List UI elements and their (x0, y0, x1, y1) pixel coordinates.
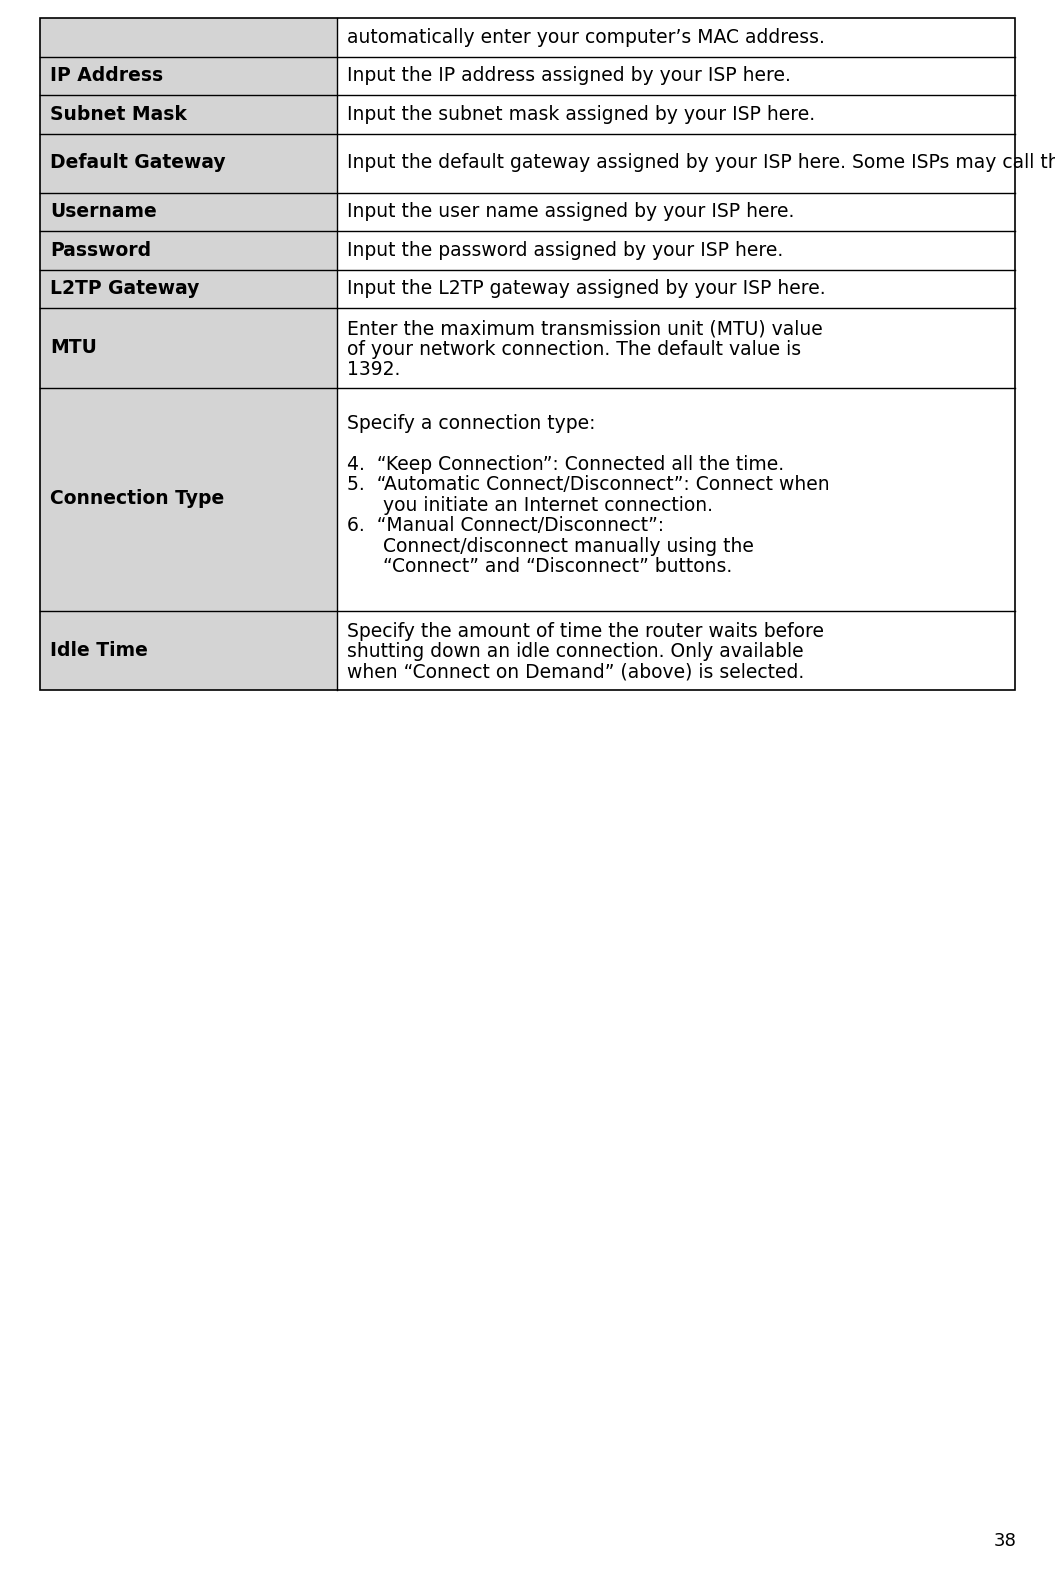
Text: Subnet Mask: Subnet Mask (50, 105, 187, 124)
Text: Username: Username (50, 203, 157, 222)
Text: shutting down an idle connection. Only available: shutting down an idle connection. Only a… (347, 641, 804, 662)
Text: automatically enter your computer’s MAC address.: automatically enter your computer’s MAC … (347, 28, 825, 47)
Text: 5.  “Automatic Connect/Disconnect”: Connect when: 5. “Automatic Connect/Disconnect”: Conne… (347, 475, 830, 495)
Text: Connection Type: Connection Type (50, 489, 225, 508)
Bar (40, 269, 338, 308)
Bar (338, 610, 1015, 690)
Bar (40, 388, 338, 610)
Bar (338, 134, 1015, 192)
Text: of your network connection. The default value is: of your network connection. The default … (347, 340, 802, 358)
Text: Input the password assigned by your ISP here.: Input the password assigned by your ISP … (347, 241, 784, 259)
Bar (40, 231, 338, 269)
Text: Specify a connection type:: Specify a connection type: (347, 413, 596, 432)
Text: 6.  “Manual Connect/Disconnect”:: 6. “Manual Connect/Disconnect”: (347, 517, 665, 536)
Text: Input the user name assigned by your ISP here.: Input the user name assigned by your ISP… (347, 203, 794, 222)
Text: 1392.: 1392. (347, 360, 401, 379)
Bar (40, 17, 1015, 690)
Text: L2TP Gateway: L2TP Gateway (50, 280, 199, 299)
Bar (338, 94, 1015, 134)
Text: Input the L2TP gateway assigned by your ISP here.: Input the L2TP gateway assigned by your … (347, 280, 826, 299)
Text: Enter the maximum transmission unit (MTU) value: Enter the maximum transmission unit (MTU… (347, 319, 823, 338)
Bar (338, 388, 1015, 610)
Text: Idle Time: Idle Time (50, 641, 148, 660)
Text: MTU: MTU (50, 338, 97, 357)
Text: Input the subnet mask assigned by your ISP here.: Input the subnet mask assigned by your I… (347, 105, 816, 124)
Bar (338, 192, 1015, 231)
Bar (338, 308, 1015, 388)
Text: Default Gateway: Default Gateway (50, 154, 226, 173)
Text: you initiate an Internet connection.: you initiate an Internet connection. (347, 495, 713, 516)
Text: when “Connect on Demand” (above) is selected.: when “Connect on Demand” (above) is sele… (347, 662, 805, 682)
Bar (40, 610, 338, 690)
Text: Input the default gateway assigned by your ISP here. Some ISPs may call this “De: Input the default gateway assigned by yo… (347, 154, 1055, 173)
Text: Password: Password (50, 241, 151, 259)
Text: IP Address: IP Address (50, 66, 164, 85)
Bar (40, 192, 338, 231)
Bar (40, 17, 338, 57)
Text: 4.  “Keep Connection”: Connected all the time.: 4. “Keep Connection”: Connected all the … (347, 454, 785, 473)
Text: Specify the amount of time the router waits before: Specify the amount of time the router wa… (347, 621, 824, 640)
Bar (338, 231, 1015, 269)
Bar (40, 134, 338, 192)
Bar (40, 308, 338, 388)
Text: “Connect” and “Disconnect” buttons.: “Connect” and “Disconnect” buttons. (347, 558, 732, 577)
Bar (40, 94, 338, 134)
Bar (338, 17, 1015, 57)
Bar (40, 57, 338, 94)
Text: Connect/disconnect manually using the: Connect/disconnect manually using the (347, 538, 754, 556)
Bar (338, 57, 1015, 94)
Text: 38: 38 (994, 1533, 1017, 1550)
Bar (338, 269, 1015, 308)
Text: Input the IP address assigned by your ISP here.: Input the IP address assigned by your IS… (347, 66, 791, 85)
